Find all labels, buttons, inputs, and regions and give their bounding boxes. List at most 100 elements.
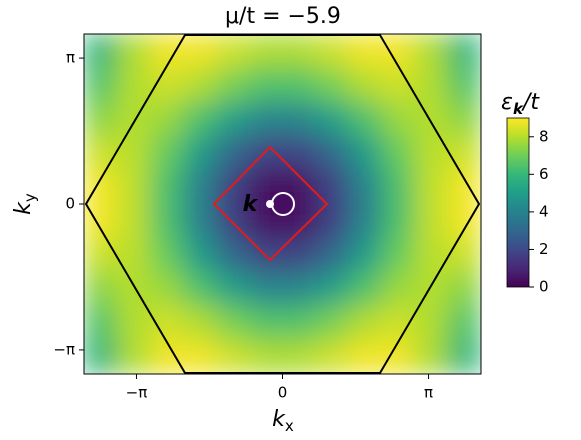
heat-cell (348, 305, 383, 341)
heat-cell (348, 169, 383, 205)
heat-cell (315, 101, 350, 137)
heat-cell (116, 101, 151, 137)
y-label: ky (11, 193, 39, 215)
heat-cell (282, 67, 317, 103)
heat-cell (149, 34, 184, 69)
cb-label-rest: /t (521, 90, 540, 115)
heat-cell (182, 203, 217, 239)
colorbar-tick-label: 2 (539, 240, 549, 258)
heat-cell (248, 271, 283, 307)
heat-cell (182, 135, 217, 171)
heat-cell (182, 169, 217, 205)
heat-cell (84, 237, 118, 273)
heat-cell (182, 101, 217, 137)
heat-cell (116, 305, 151, 341)
heat-cell (215, 101, 250, 137)
heat-cell (414, 34, 449, 69)
heat-cell (149, 169, 184, 205)
heat-cell (414, 169, 449, 205)
heat-cell (248, 203, 283, 239)
colorbar-tick-label: 8 (539, 127, 549, 145)
heat-cell (447, 101, 481, 137)
x-label-text: k (272, 407, 286, 432)
heat-cell (215, 34, 250, 69)
heat-cell (182, 271, 217, 307)
x-tick-label: π (424, 384, 433, 402)
x-tick-label: −π (126, 384, 148, 402)
heat-cell (215, 237, 250, 273)
heat-cell (116, 237, 151, 273)
heat-cell (282, 339, 317, 374)
colorbar-tick-label: 0 (539, 278, 549, 296)
heat-cell (414, 305, 449, 341)
heat-cell (315, 237, 350, 273)
heat-cell (315, 169, 350, 205)
y-label-sub: y (21, 193, 39, 202)
heat-cell (149, 101, 184, 137)
heat-cell (116, 271, 151, 307)
heat-cell (182, 237, 217, 273)
heat-cell (381, 237, 416, 273)
heat-cell (215, 339, 250, 374)
heat-cell (447, 305, 481, 341)
heat-cell (381, 34, 416, 69)
colorbar-label: εk/t (501, 90, 540, 118)
heat-cell (84, 34, 118, 69)
heat-cell (182, 339, 217, 374)
heat-cell (248, 135, 283, 171)
heat-cell (447, 237, 481, 273)
heatmap-area (84, 34, 481, 374)
cb-label-text: ε (501, 90, 513, 115)
heat-cell (315, 305, 350, 341)
heat-cell (248, 67, 283, 103)
heat-cell (149, 237, 184, 273)
heat-cell (248, 305, 283, 341)
colorbar-tick-label: 4 (539, 202, 549, 220)
heat-cell (414, 271, 449, 307)
heat-cell (381, 169, 416, 205)
heat-cell (447, 67, 481, 103)
x-label: kx (272, 407, 294, 435)
x-tick-label: 0 (278, 384, 288, 402)
heat-cell (282, 34, 317, 69)
cb-label-sub: k (513, 100, 524, 118)
heat-cell (414, 101, 449, 137)
colorbar (506, 117, 530, 288)
heat-cell (381, 203, 416, 239)
heat-cell (381, 271, 416, 307)
heatmap (84, 34, 481, 374)
heat-cell (282, 305, 317, 341)
heat-cell (116, 203, 151, 239)
y-label-text: k (11, 201, 36, 215)
heat-cell (84, 135, 118, 171)
y-tick-label: π (66, 49, 75, 67)
heat-cell (84, 101, 118, 137)
heat-cell (84, 339, 118, 374)
heat-cell (149, 203, 184, 239)
heat-cell (414, 135, 449, 171)
heat-cell (84, 305, 118, 341)
heat-cell (282, 271, 317, 307)
heat-cell (215, 305, 250, 341)
heat-cell (348, 101, 383, 137)
heat-cell (414, 67, 449, 103)
heat-cell (348, 203, 383, 239)
heat-cell (348, 271, 383, 307)
heat-cell (248, 101, 283, 137)
heat-cell (348, 34, 383, 69)
brillouin-zone (84, 34, 481, 374)
heat-cell (116, 34, 151, 69)
heat-cell (84, 67, 118, 103)
heat-cell (149, 135, 184, 171)
heat-cell (315, 203, 350, 239)
heat-cell (282, 101, 317, 137)
chart-title: μ/t = −5.9 (225, 4, 341, 29)
heat-cell (248, 169, 283, 205)
heat-cell (348, 135, 383, 171)
heat-cell (215, 203, 250, 239)
heat-cell (447, 271, 481, 307)
heat-cell (182, 305, 217, 341)
y-tick-label: 0 (65, 195, 75, 213)
heat-cell (248, 339, 283, 374)
